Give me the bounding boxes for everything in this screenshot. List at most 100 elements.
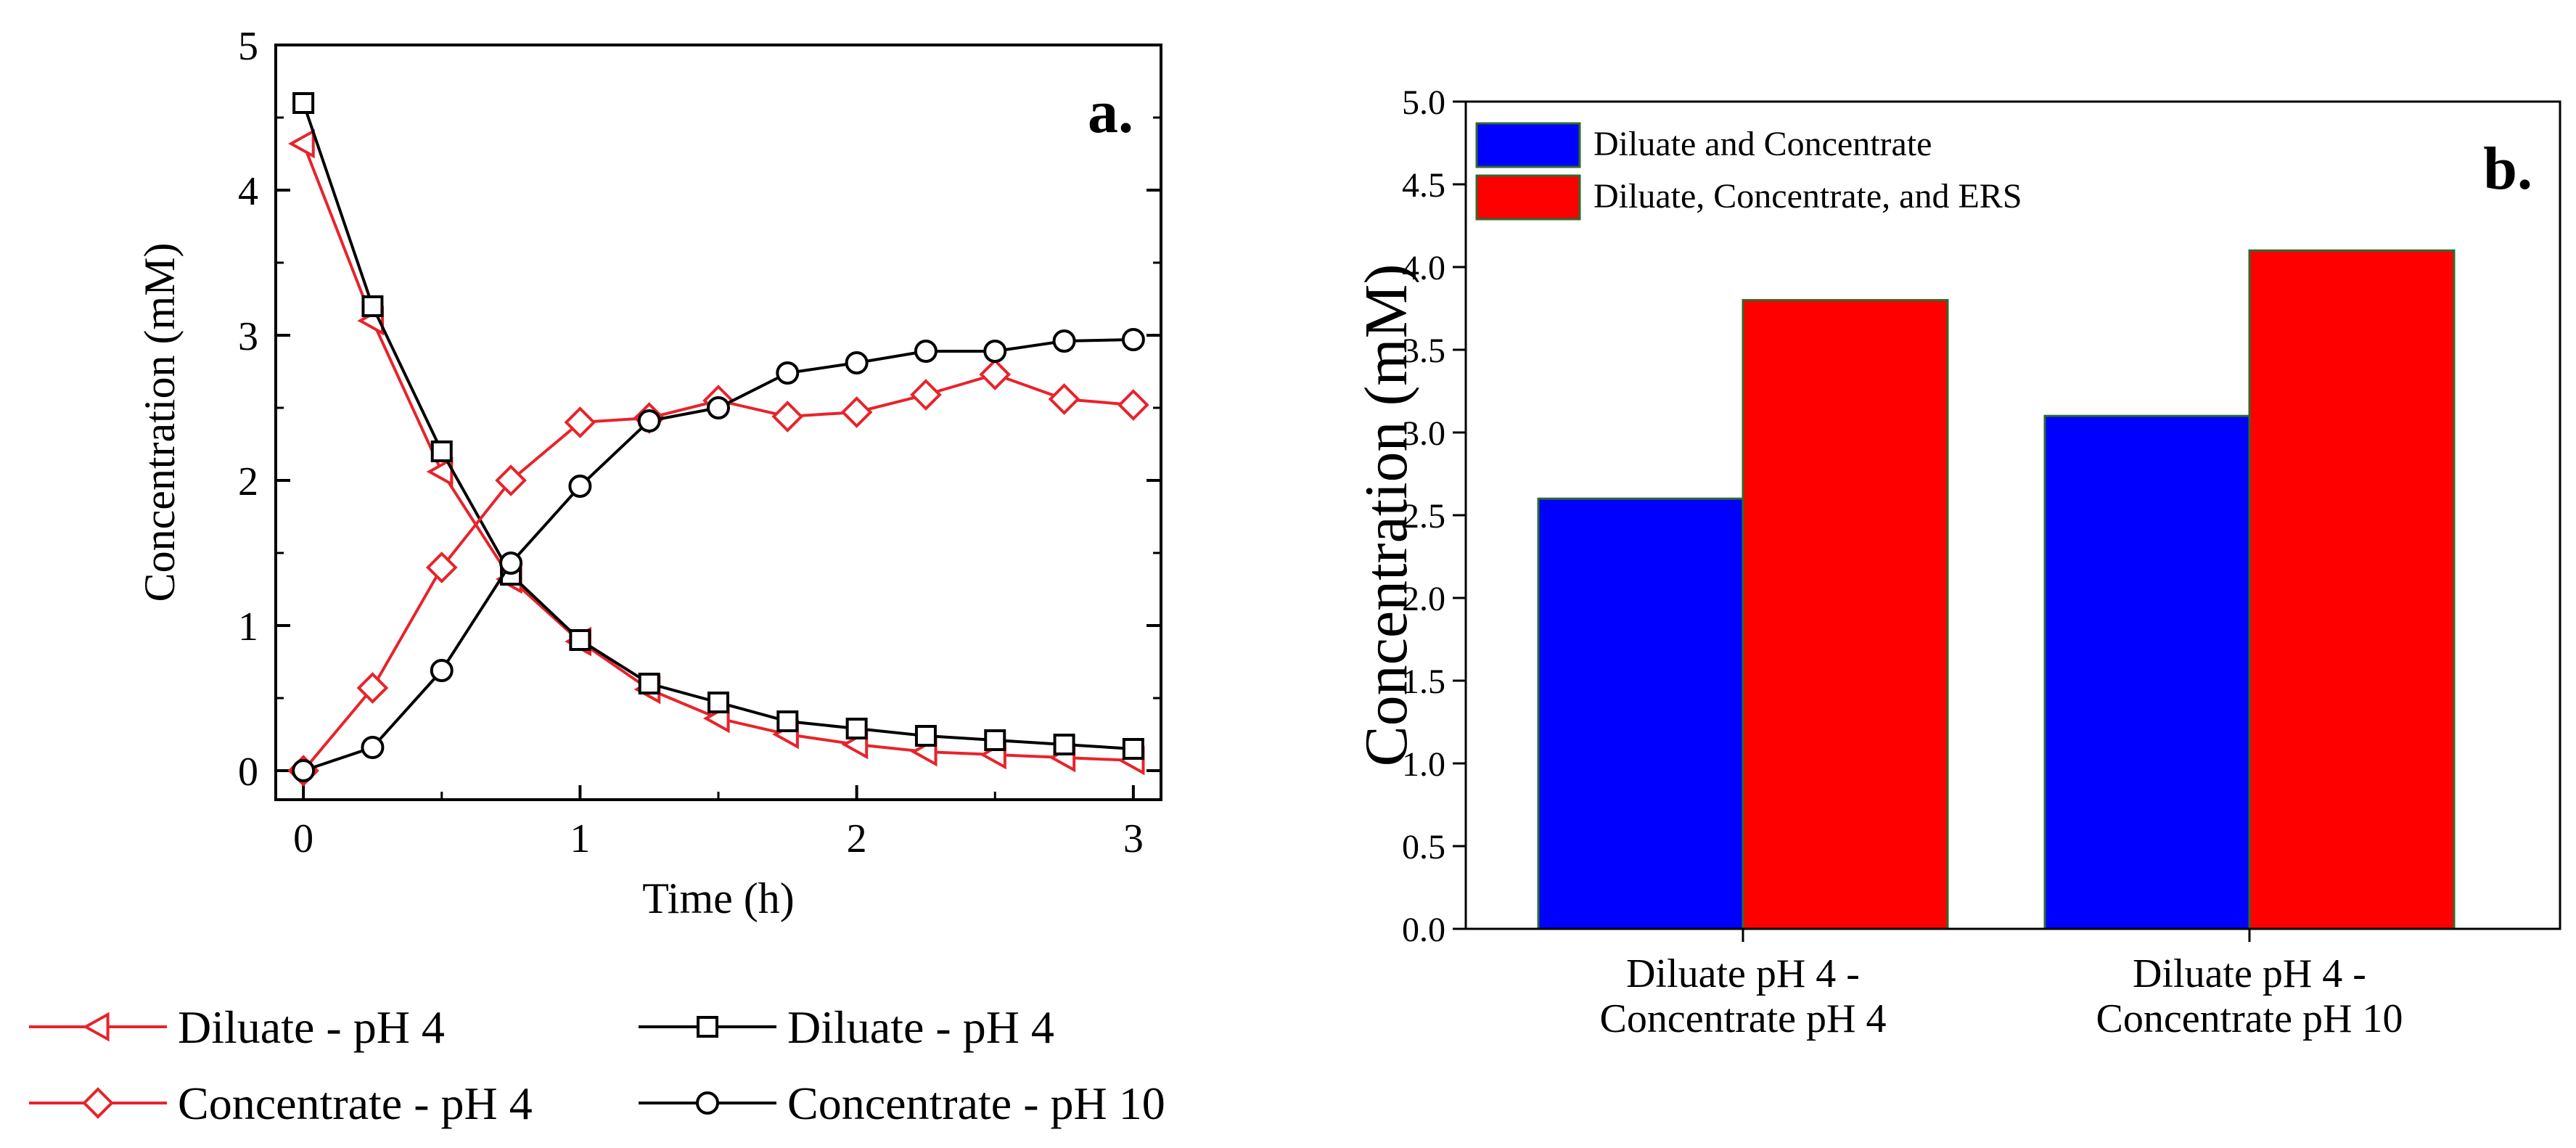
y-tick-label: 5.0 xyxy=(1402,83,1445,122)
panel-a-ticks xyxy=(276,44,1161,800)
panel-b-ticks xyxy=(1453,100,2251,942)
panel-b-y-axis-label: Concentration (mM) xyxy=(1353,264,1420,767)
series-1 xyxy=(292,92,1144,760)
legend-label: Diluate and Concentrate xyxy=(1593,125,1932,163)
legend-entry: Concentrate - pH 4 xyxy=(29,1078,533,1129)
bar xyxy=(2248,249,2456,930)
legend-entry: Diluate and Concentrate xyxy=(1475,122,1932,168)
legend-label: Diluate, Concentrate, and ERS xyxy=(1593,177,2022,216)
panel-a-y-axis-label: Concentration (mM) xyxy=(136,243,184,602)
y-tick-label: 1 xyxy=(238,604,258,649)
y-tick-label: 4.5 xyxy=(1402,166,1445,205)
panel-b-plot-frame xyxy=(1464,100,2561,930)
y-tick-label: 3.5 xyxy=(1402,332,1445,370)
legend-entry: Diluate - pH 4 xyxy=(639,1001,1054,1053)
data-point xyxy=(288,128,315,159)
y-tick-label: 5 xyxy=(238,24,258,69)
legend-label: Concentrate - pH 10 xyxy=(787,1078,1165,1129)
data-point xyxy=(356,672,389,704)
bar xyxy=(1742,299,1949,930)
data-point xyxy=(914,725,937,747)
bar xyxy=(1537,497,1744,930)
data-point xyxy=(910,379,942,411)
legend-entry: Concentrate - pH 10 xyxy=(639,1078,1165,1129)
legend-marker xyxy=(696,1091,719,1115)
y-tick-label: 2 xyxy=(238,459,258,504)
panel-b-legend: Diluate and Concentrate Diluate, Concentr… xyxy=(1475,122,2022,221)
data-point xyxy=(707,692,729,713)
y-tick-label: 2.0 xyxy=(1402,580,1445,618)
x-category-label: Diluate pH 4 - xyxy=(2133,951,2366,996)
data-point xyxy=(771,401,804,432)
panel-a-line-chart: 0 1 2 3 0 1 2 3 4 5 Time (h) Concentration (mM) a… xyxy=(136,24,1162,922)
data-point xyxy=(499,552,523,575)
series-line xyxy=(302,143,1133,762)
panel-a-x-axis-label: Time (h) xyxy=(642,874,794,922)
data-point xyxy=(984,729,1006,751)
legend-label: Diluate - pH 4 xyxy=(787,1001,1054,1053)
data-point xyxy=(1053,734,1075,755)
panel-a-label: a. xyxy=(1088,78,1133,146)
data-point xyxy=(1121,328,1145,351)
data-point xyxy=(564,406,596,438)
legend-label: Concentrate - pH 4 xyxy=(178,1078,533,1129)
panel-a-legend: Diluate - pH 4 Diluate - pH 4 Concentrate … xyxy=(29,1001,1165,1129)
series-3 xyxy=(292,328,1145,782)
data-point xyxy=(1048,383,1080,415)
y-tick-label: 3.0 xyxy=(1402,414,1445,453)
y-tick-label: 1.5 xyxy=(1402,663,1445,701)
x-category-label: Concentrate pH 4 xyxy=(1600,996,1887,1041)
series-line xyxy=(302,102,1134,750)
x-category-label: Diluate pH 4 - xyxy=(1626,951,1860,996)
x-category-label: Concentrate pH 10 xyxy=(2096,996,2403,1041)
legend-label: Diluate - pH 4 xyxy=(178,1001,445,1053)
legend-swatch xyxy=(1475,174,1581,221)
panel-a-series xyxy=(287,92,1149,787)
legend-marker xyxy=(82,1087,114,1119)
y-tick-label: 4 xyxy=(238,169,258,214)
data-point xyxy=(776,710,799,732)
data-point xyxy=(430,440,453,462)
panel-a-plot-frame xyxy=(274,44,1162,801)
y-tick-label: 0 xyxy=(238,750,258,795)
legend-swatch xyxy=(1475,122,1581,168)
x-tick-label: 0 xyxy=(293,816,313,861)
x-tick-label: 1 xyxy=(570,816,590,861)
data-point xyxy=(430,659,454,682)
data-point xyxy=(707,396,730,419)
data-point xyxy=(914,340,938,363)
series-0 xyxy=(288,128,1145,776)
data-point xyxy=(568,475,592,498)
x-tick-label: 2 xyxy=(847,816,867,861)
data-point xyxy=(979,358,1012,390)
data-point xyxy=(983,340,1007,363)
panel-b-label: b. xyxy=(2483,135,2532,202)
legend-entry: Diluate - pH 4 xyxy=(29,1001,445,1053)
data-point xyxy=(1052,329,1076,353)
y-tick-label: 0.5 xyxy=(1402,828,1445,866)
data-point xyxy=(569,629,591,651)
panel-b-bars xyxy=(1537,249,2456,930)
bar xyxy=(2043,414,2251,930)
data-point xyxy=(361,295,384,317)
data-point xyxy=(425,552,458,583)
y-tick-label: 3 xyxy=(238,314,258,359)
data-point xyxy=(1122,738,1144,760)
x-tick-label: 3 xyxy=(1123,816,1144,861)
data-point xyxy=(845,718,868,739)
legend-entry: Diluate, Concentrate, and ERS xyxy=(1475,174,2022,221)
data-point xyxy=(840,396,873,428)
data-point xyxy=(292,92,315,114)
legend-marker xyxy=(697,1016,718,1038)
data-point xyxy=(495,464,527,496)
panel-a-tick-labels: 0 1 2 3 0 1 2 3 4 5 xyxy=(238,24,1144,861)
data-point xyxy=(292,759,316,782)
data-point xyxy=(845,351,869,374)
data-point xyxy=(776,361,800,385)
y-tick-label: 0.0 xyxy=(1402,911,1445,949)
data-point xyxy=(1117,389,1149,421)
data-point xyxy=(638,673,660,694)
